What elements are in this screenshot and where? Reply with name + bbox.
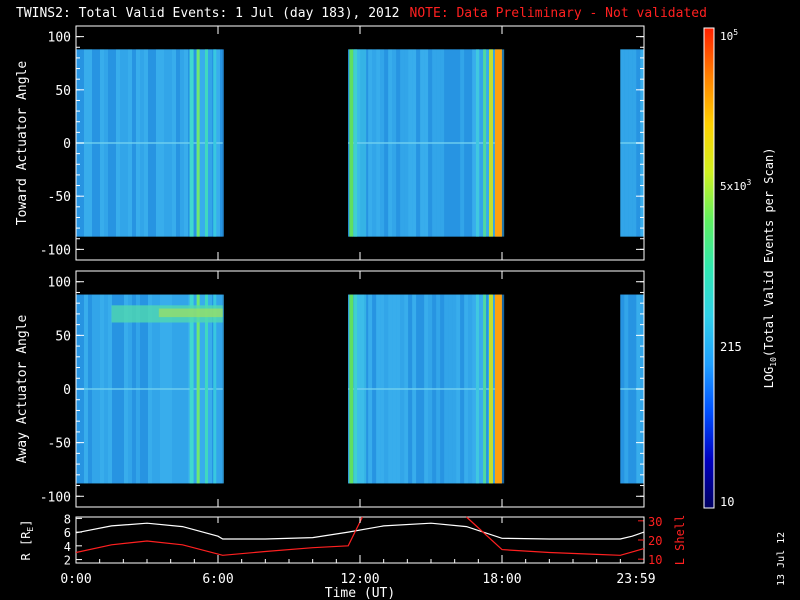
- lshell-axis-label: L Shell: [673, 515, 687, 566]
- bright-column: [349, 294, 354, 484]
- preliminary-note: NOTE: Data Preliminary - Not validated: [409, 6, 707, 21]
- bright-column: [354, 49, 358, 237]
- heatmap-column: [500, 49, 505, 237]
- colorbar: 105 5x103 215 10 LOG10(Total Valid Event…: [703, 27, 778, 509]
- colorbar-tick-low: 215: [720, 340, 742, 354]
- colorbar-label: LOG10(Total Valid Events per Scan): [762, 148, 778, 389]
- time-tick-label: 0:00: [60, 572, 91, 587]
- y-tick-label: -50: [48, 190, 71, 205]
- bright-column: [354, 294, 358, 484]
- bright-column: [196, 49, 200, 237]
- y-tick-label: 100: [48, 276, 71, 291]
- toward-y-axis: 100 50 0 -50 -100: [40, 26, 645, 260]
- enhanced-band-core: [158, 308, 223, 318]
- colorbar-frame: [703, 27, 715, 509]
- y-tick-label: -100: [40, 490, 71, 505]
- lshell-tick-label: 10: [648, 553, 662, 567]
- lshell-line: [75, 516, 363, 556]
- zero-angle-line: [620, 388, 644, 390]
- time-tick-label: 23:59: [616, 572, 655, 587]
- r-tick-label: 4: [64, 540, 71, 554]
- orbit-lines: [75, 516, 645, 556]
- r-tick-label: 2: [64, 554, 71, 568]
- r-distance-line: [75, 522, 645, 540]
- y-tick-label: 50: [55, 329, 71, 344]
- y-tick-label: -100: [40, 243, 71, 258]
- y-tick-label: 100: [48, 31, 71, 46]
- bright-column: [488, 49, 493, 237]
- y-tick-label: -50: [48, 437, 71, 452]
- time-tick-label: 18:00: [482, 572, 521, 587]
- bright-column: [494, 294, 502, 484]
- x-axis-label: Time (UT): [325, 586, 395, 600]
- bright-column: [494, 49, 502, 237]
- time-tick-label: 6:00: [202, 572, 233, 587]
- bright-column: [189, 294, 194, 484]
- heatmap-column: [500, 294, 505, 484]
- colorbar-tick-top: 105: [720, 28, 738, 43]
- bright-column: [475, 294, 479, 484]
- figure-title: TWINS2: Total Valid Events: 1 Jul (day 1…: [16, 6, 400, 21]
- lshell-tick-label: 20: [648, 534, 662, 548]
- bright-column: [213, 49, 217, 237]
- away-y-axis: 100 50 0 -50 -100: [40, 271, 645, 507]
- bright-column: [213, 294, 217, 484]
- lshell-line: [466, 516, 645, 556]
- y-tick-label: 0: [63, 137, 71, 152]
- r-tick-label: 6: [64, 526, 71, 540]
- bright-column: [349, 49, 354, 237]
- bright-column: [483, 49, 487, 237]
- y-tick-label: 0: [63, 383, 71, 398]
- bright-column: [483, 294, 487, 484]
- bright-column: [204, 49, 208, 237]
- y-tick-label: 50: [55, 84, 71, 99]
- toward-ylabel: Toward Actuator Angle: [15, 61, 30, 226]
- colorbar-tick-bottom: 10: [720, 495, 734, 509]
- bright-column: [196, 294, 200, 484]
- away-heatmap: [76, 294, 645, 484]
- time-tick-label: 12:00: [340, 572, 379, 587]
- colorbar-gradient: [704, 28, 714, 508]
- bright-column: [189, 49, 194, 237]
- zero-angle-line: [76, 388, 223, 390]
- bright-column: [204, 294, 208, 484]
- r-axis-label: R [RE]: [19, 520, 35, 561]
- toward-panel: 100 50 0 -50 -100 Toward Actuator Angle: [15, 25, 645, 261]
- lshell-tick-label: 30: [648, 515, 662, 529]
- zero-angle-line: [620, 142, 644, 144]
- bright-column: [475, 49, 479, 237]
- toward-heatmap: [76, 49, 645, 237]
- zero-angle-line: [76, 142, 223, 144]
- title-bar: TWINS2: Total Valid Events: 1 Jul (day 1…: [16, 6, 707, 21]
- zero-angle-line: [348, 388, 502, 390]
- r-tick-label: 8: [64, 512, 71, 526]
- away-ylabel: Away Actuator Angle: [15, 314, 30, 463]
- away-panel: 100 50 0 -50 -100 Away Actuator Angle: [15, 270, 645, 508]
- colorbar-tick-mid: 5x103: [720, 178, 752, 193]
- bright-column: [488, 294, 493, 484]
- zero-angle-line: [348, 142, 502, 144]
